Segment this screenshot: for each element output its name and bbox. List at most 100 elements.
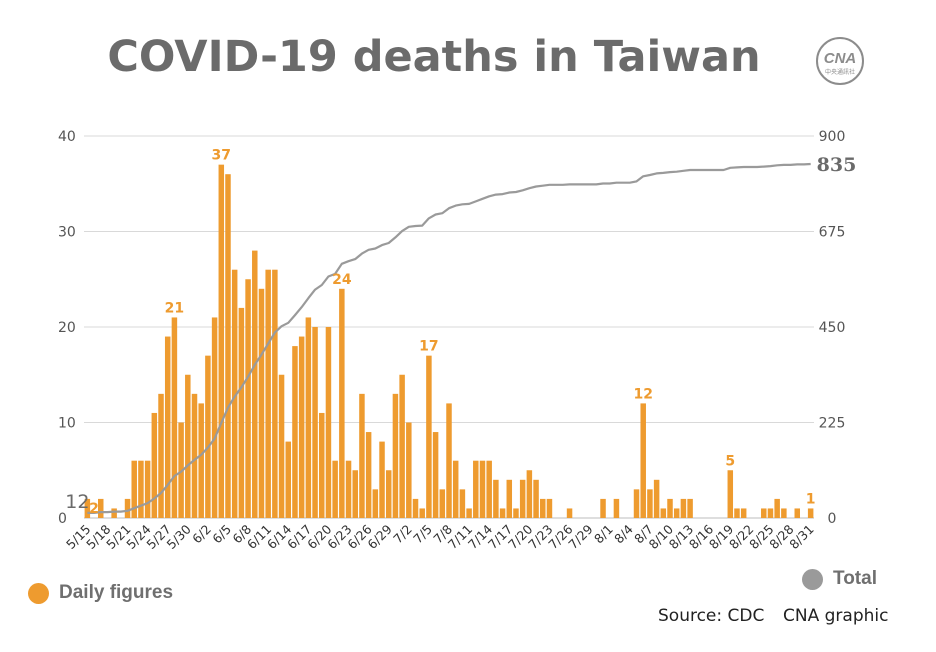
daily-bar bbox=[640, 403, 646, 518]
daily-bar bbox=[399, 374, 405, 518]
legend-daily: Daily figures bbox=[28, 582, 173, 604]
bar-annotation: 24 bbox=[332, 272, 352, 288]
daily-bar bbox=[359, 393, 365, 518]
daily-bar bbox=[513, 508, 519, 518]
daily-bar bbox=[379, 441, 385, 518]
daily-bar bbox=[466, 508, 472, 518]
daily-bar bbox=[225, 174, 231, 518]
daily-bar bbox=[412, 498, 419, 518]
daily-bar bbox=[185, 374, 191, 518]
daily-bar bbox=[265, 269, 271, 518]
daily-bar bbox=[332, 460, 338, 518]
daily-bar bbox=[124, 498, 131, 518]
daily-bar bbox=[653, 479, 660, 518]
daily-bar bbox=[258, 288, 265, 518]
daily-bar bbox=[761, 508, 767, 518]
daily-bar bbox=[339, 288, 345, 518]
daily-bar bbox=[406, 422, 412, 518]
daily-bar bbox=[526, 470, 533, 518]
daily-bar bbox=[493, 479, 499, 518]
daily-bar bbox=[633, 489, 640, 518]
daily-bar bbox=[385, 470, 392, 518]
daily-bar bbox=[392, 393, 399, 518]
daily-bar bbox=[231, 269, 238, 518]
daily-bar bbox=[740, 508, 747, 518]
daily-bar bbox=[519, 479, 526, 518]
daily-bar bbox=[446, 403, 452, 518]
daily-bar bbox=[600, 498, 606, 518]
daily-bar bbox=[486, 460, 492, 518]
daily-bar bbox=[272, 269, 278, 518]
daily-bar bbox=[218, 164, 225, 518]
credit-note: CNA graphic bbox=[783, 606, 889, 626]
logo-text: CNA bbox=[824, 50, 857, 67]
total-line bbox=[87, 162, 811, 515]
daily-bar bbox=[84, 498, 91, 518]
daily-bar bbox=[734, 508, 740, 518]
bar-annotation: 1 bbox=[806, 491, 816, 507]
daily-bar bbox=[205, 355, 211, 518]
daily-bar bbox=[158, 393, 164, 518]
daily-bar bbox=[667, 498, 673, 518]
y-right-tick-label: 675 bbox=[819, 225, 846, 241]
line-end-annotation: 835 bbox=[817, 154, 857, 176]
daily-bar bbox=[372, 489, 379, 518]
y-right-tick-label: 225 bbox=[819, 416, 846, 432]
daily-bar bbox=[774, 498, 780, 518]
daily-bar bbox=[191, 393, 198, 518]
legend-total-swatch bbox=[802, 568, 823, 590]
bar-annotation: 21 bbox=[165, 300, 184, 316]
daily-bar bbox=[566, 508, 573, 518]
daily-bar bbox=[345, 460, 352, 518]
logo-subtext: 中央通訊社 bbox=[825, 68, 855, 76]
daily-bar bbox=[352, 470, 358, 518]
bar-annotation: 17 bbox=[419, 339, 438, 355]
daily-bar bbox=[245, 279, 251, 518]
bar-annotation: 2 bbox=[89, 501, 99, 517]
daily-bar bbox=[419, 508, 425, 518]
y-left-tick-label: 20 bbox=[58, 320, 76, 336]
daily-bar bbox=[319, 412, 325, 518]
daily-bar bbox=[680, 498, 687, 518]
daily-bar bbox=[298, 336, 305, 518]
y-right-tick-label: 450 bbox=[819, 320, 846, 336]
y-left-tick-label: 40 bbox=[58, 129, 76, 145]
daily-bar bbox=[540, 498, 546, 518]
legend-total-label: Total bbox=[833, 568, 877, 589]
legend-daily-swatch bbox=[28, 582, 49, 604]
daily-bar bbox=[613, 498, 620, 518]
daily-bar bbox=[171, 317, 178, 518]
daily-bar bbox=[278, 374, 285, 518]
daily-bar bbox=[452, 460, 459, 518]
daily-bar bbox=[211, 317, 218, 518]
daily-bar bbox=[473, 460, 479, 518]
daily-bar bbox=[432, 432, 439, 518]
daily-bar bbox=[238, 307, 245, 518]
y-left-tick-label: 0 bbox=[58, 511, 67, 527]
daily-bar bbox=[138, 460, 144, 518]
daily-bar bbox=[151, 412, 158, 518]
daily-bar bbox=[767, 508, 774, 518]
daily-bar bbox=[144, 460, 151, 518]
daily-bar bbox=[198, 403, 204, 518]
daily-bar bbox=[312, 327, 318, 518]
source-note: Source: CDC bbox=[658, 606, 765, 626]
daily-bar bbox=[533, 479, 539, 518]
daily-bar bbox=[252, 250, 258, 518]
y-right-tick-label: 0 bbox=[828, 511, 837, 527]
daily-bar bbox=[365, 432, 372, 518]
daily-bar bbox=[439, 489, 446, 518]
daily-bar bbox=[131, 460, 137, 518]
daily-bar bbox=[687, 498, 693, 518]
daily-bar bbox=[479, 460, 486, 518]
daily-bar bbox=[807, 508, 814, 518]
y-left-tick-label: 30 bbox=[58, 225, 76, 241]
bar-annotation: 37 bbox=[212, 148, 231, 164]
daily-bar bbox=[794, 508, 801, 518]
daily-bar bbox=[292, 346, 298, 518]
daily-bar bbox=[164, 336, 171, 518]
daily-bar bbox=[285, 441, 292, 518]
daily-bar bbox=[781, 508, 787, 518]
daily-bar bbox=[727, 470, 734, 518]
